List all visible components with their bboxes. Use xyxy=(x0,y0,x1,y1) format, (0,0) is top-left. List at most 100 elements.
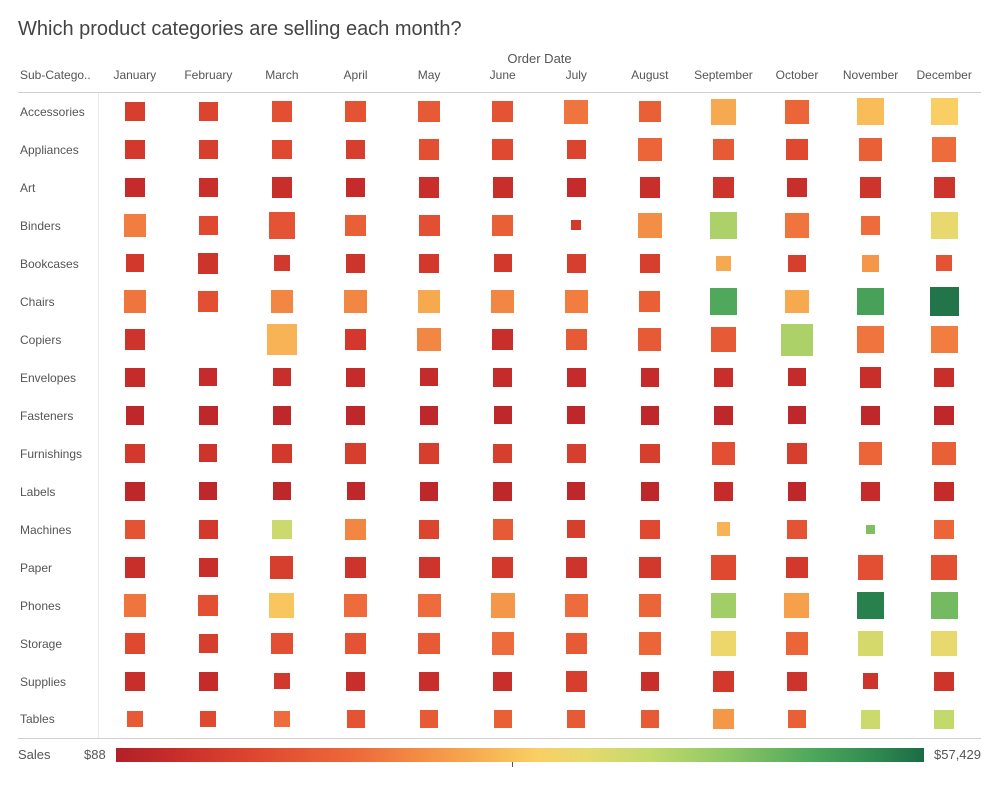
heatmap-cell[interactable] xyxy=(539,207,613,245)
heatmap-cell[interactable] xyxy=(245,473,319,511)
heatmap-cell[interactable] xyxy=(466,701,540,739)
heatmap-cell[interactable] xyxy=(760,245,834,283)
heatmap-cell[interactable] xyxy=(834,625,908,663)
heatmap-cell[interactable] xyxy=(172,435,246,473)
heatmap-cell[interactable] xyxy=(466,359,540,397)
heatmap-cell[interactable] xyxy=(613,435,687,473)
heatmap-cell[interactable] xyxy=(539,587,613,625)
heatmap-cell[interactable] xyxy=(245,93,319,131)
heatmap-cell[interactable] xyxy=(687,93,761,131)
heatmap-cell[interactable] xyxy=(834,283,908,321)
heatmap-cell[interactable] xyxy=(907,435,981,473)
heatmap-cell[interactable] xyxy=(687,587,761,625)
heatmap-cell[interactable] xyxy=(319,435,393,473)
heatmap-cell[interactable] xyxy=(319,701,393,739)
heatmap-cell[interactable] xyxy=(245,511,319,549)
heatmap-cell[interactable] xyxy=(687,511,761,549)
heatmap-cell[interactable] xyxy=(466,587,540,625)
heatmap-cell[interactable] xyxy=(392,245,466,283)
heatmap-cell[interactable] xyxy=(392,169,466,207)
heatmap-cell[interactable] xyxy=(760,625,834,663)
heatmap-cell[interactable] xyxy=(466,93,540,131)
heatmap-cell[interactable] xyxy=(834,701,908,739)
heatmap-cell[interactable] xyxy=(245,321,319,359)
heatmap-cell[interactable] xyxy=(245,283,319,321)
heatmap-cell[interactable] xyxy=(539,283,613,321)
heatmap-cell[interactable] xyxy=(687,131,761,169)
heatmap-cell[interactable] xyxy=(539,435,613,473)
heatmap-cell[interactable] xyxy=(687,473,761,511)
heatmap-cell[interactable] xyxy=(392,321,466,359)
heatmap-cell[interactable] xyxy=(319,511,393,549)
heatmap-cell[interactable] xyxy=(760,435,834,473)
heatmap-cell[interactable] xyxy=(466,511,540,549)
heatmap-cell[interactable] xyxy=(466,663,540,701)
heatmap-cell[interactable] xyxy=(760,663,834,701)
heatmap-cell[interactable] xyxy=(687,435,761,473)
heatmap-cell[interactable] xyxy=(687,207,761,245)
heatmap-cell[interactable] xyxy=(907,245,981,283)
heatmap-cell[interactable] xyxy=(172,93,246,131)
heatmap-cell[interactable] xyxy=(613,587,687,625)
heatmap-cell[interactable] xyxy=(539,321,613,359)
heatmap-cell[interactable] xyxy=(539,663,613,701)
heatmap-cell[interactable] xyxy=(392,663,466,701)
heatmap-cell[interactable] xyxy=(907,397,981,435)
heatmap-cell[interactable] xyxy=(392,587,466,625)
heatmap-cell[interactable] xyxy=(539,245,613,283)
heatmap-cell[interactable] xyxy=(319,207,393,245)
heatmap-cell[interactable] xyxy=(613,283,687,321)
heatmap-cell[interactable] xyxy=(392,359,466,397)
heatmap-cell[interactable] xyxy=(613,625,687,663)
heatmap-cell[interactable] xyxy=(392,207,466,245)
heatmap-cell[interactable] xyxy=(466,207,540,245)
heatmap-cell[interactable] xyxy=(98,587,172,625)
heatmap-cell[interactable] xyxy=(98,473,172,511)
heatmap-cell[interactable] xyxy=(834,549,908,587)
heatmap-cell[interactable] xyxy=(319,625,393,663)
heatmap-cell[interactable] xyxy=(687,663,761,701)
heatmap-cell[interactable] xyxy=(539,131,613,169)
heatmap-cell[interactable] xyxy=(319,283,393,321)
heatmap-cell[interactable] xyxy=(319,473,393,511)
heatmap-cell[interactable] xyxy=(466,397,540,435)
heatmap-cell[interactable] xyxy=(760,473,834,511)
heatmap-cell[interactable] xyxy=(98,511,172,549)
heatmap-cell[interactable] xyxy=(172,397,246,435)
heatmap-cell[interactable] xyxy=(466,245,540,283)
heatmap-cell[interactable] xyxy=(98,321,172,359)
heatmap-cell[interactable] xyxy=(466,435,540,473)
heatmap-cell[interactable] xyxy=(172,473,246,511)
heatmap-cell[interactable] xyxy=(98,625,172,663)
heatmap-cell[interactable] xyxy=(392,549,466,587)
heatmap-cell[interactable] xyxy=(539,397,613,435)
heatmap-cell[interactable] xyxy=(466,321,540,359)
heatmap-cell[interactable] xyxy=(98,549,172,587)
heatmap-cell[interactable] xyxy=(319,549,393,587)
heatmap-cell[interactable] xyxy=(98,93,172,131)
heatmap-cell[interactable] xyxy=(98,131,172,169)
heatmap-cell[interactable] xyxy=(466,549,540,587)
heatmap-cell[interactable] xyxy=(539,359,613,397)
heatmap-cell[interactable] xyxy=(907,359,981,397)
heatmap-cell[interactable] xyxy=(466,169,540,207)
heatmap-cell[interactable] xyxy=(613,549,687,587)
heatmap-cell[interactable] xyxy=(245,663,319,701)
heatmap-cell[interactable] xyxy=(760,321,834,359)
heatmap-cell[interactable] xyxy=(687,245,761,283)
heatmap-cell[interactable] xyxy=(245,701,319,739)
heatmap-cell[interactable] xyxy=(907,283,981,321)
heatmap-cell[interactable] xyxy=(539,93,613,131)
heatmap-cell[interactable] xyxy=(245,169,319,207)
heatmap-cell[interactable] xyxy=(392,131,466,169)
heatmap-cell[interactable] xyxy=(834,321,908,359)
heatmap-cell[interactable] xyxy=(760,397,834,435)
heatmap-cell[interactable] xyxy=(98,435,172,473)
heatmap-cell[interactable] xyxy=(834,587,908,625)
heatmap-cell[interactable] xyxy=(613,701,687,739)
heatmap-cell[interactable] xyxy=(245,245,319,283)
heatmap-cell[interactable] xyxy=(98,701,172,739)
heatmap-cell[interactable] xyxy=(613,321,687,359)
heatmap-cell[interactable] xyxy=(834,169,908,207)
heatmap-cell[interactable] xyxy=(907,169,981,207)
